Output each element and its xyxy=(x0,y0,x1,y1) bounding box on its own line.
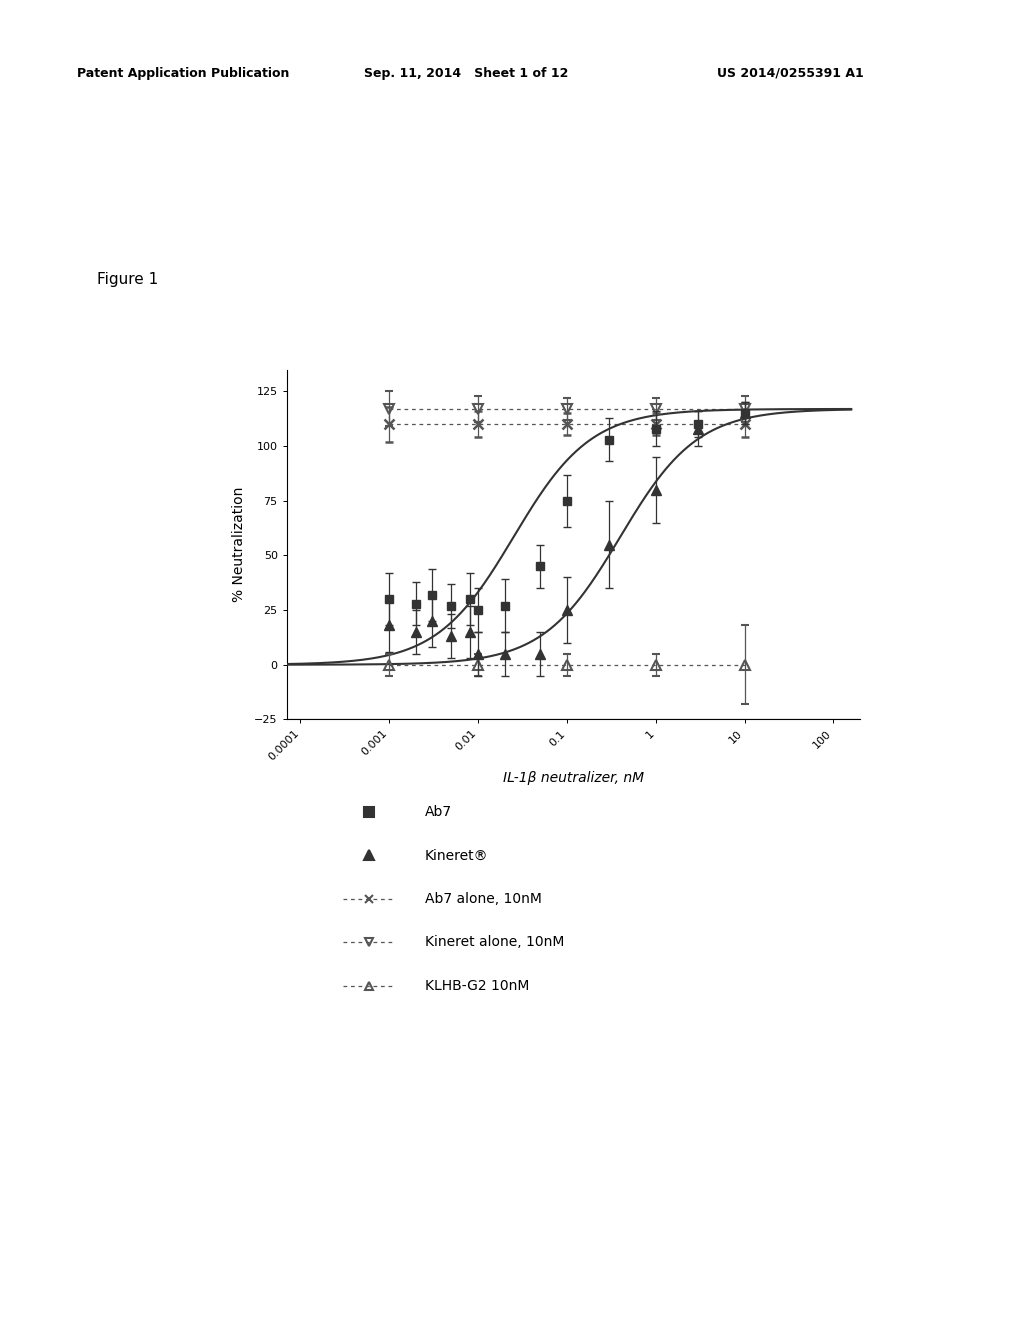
Y-axis label: % Neutralization: % Neutralization xyxy=(231,487,246,602)
Text: US 2014/0255391 A1: US 2014/0255391 A1 xyxy=(717,66,863,79)
Text: Sep. 11, 2014   Sheet 1 of 12: Sep. 11, 2014 Sheet 1 of 12 xyxy=(364,66,568,79)
Text: Ab7: Ab7 xyxy=(425,805,452,818)
Text: KLHB-G2 10nM: KLHB-G2 10nM xyxy=(425,979,529,993)
Text: Patent Application Publication: Patent Application Publication xyxy=(77,66,289,79)
Text: Figure 1: Figure 1 xyxy=(97,272,159,286)
Text: Ab7 alone, 10nM: Ab7 alone, 10nM xyxy=(425,892,542,906)
Text: Kineret alone, 10nM: Kineret alone, 10nM xyxy=(425,936,564,949)
Text: Kineret®: Kineret® xyxy=(425,849,488,862)
X-axis label: IL-1β neutralizer, nM: IL-1β neutralizer, nM xyxy=(503,771,644,785)
